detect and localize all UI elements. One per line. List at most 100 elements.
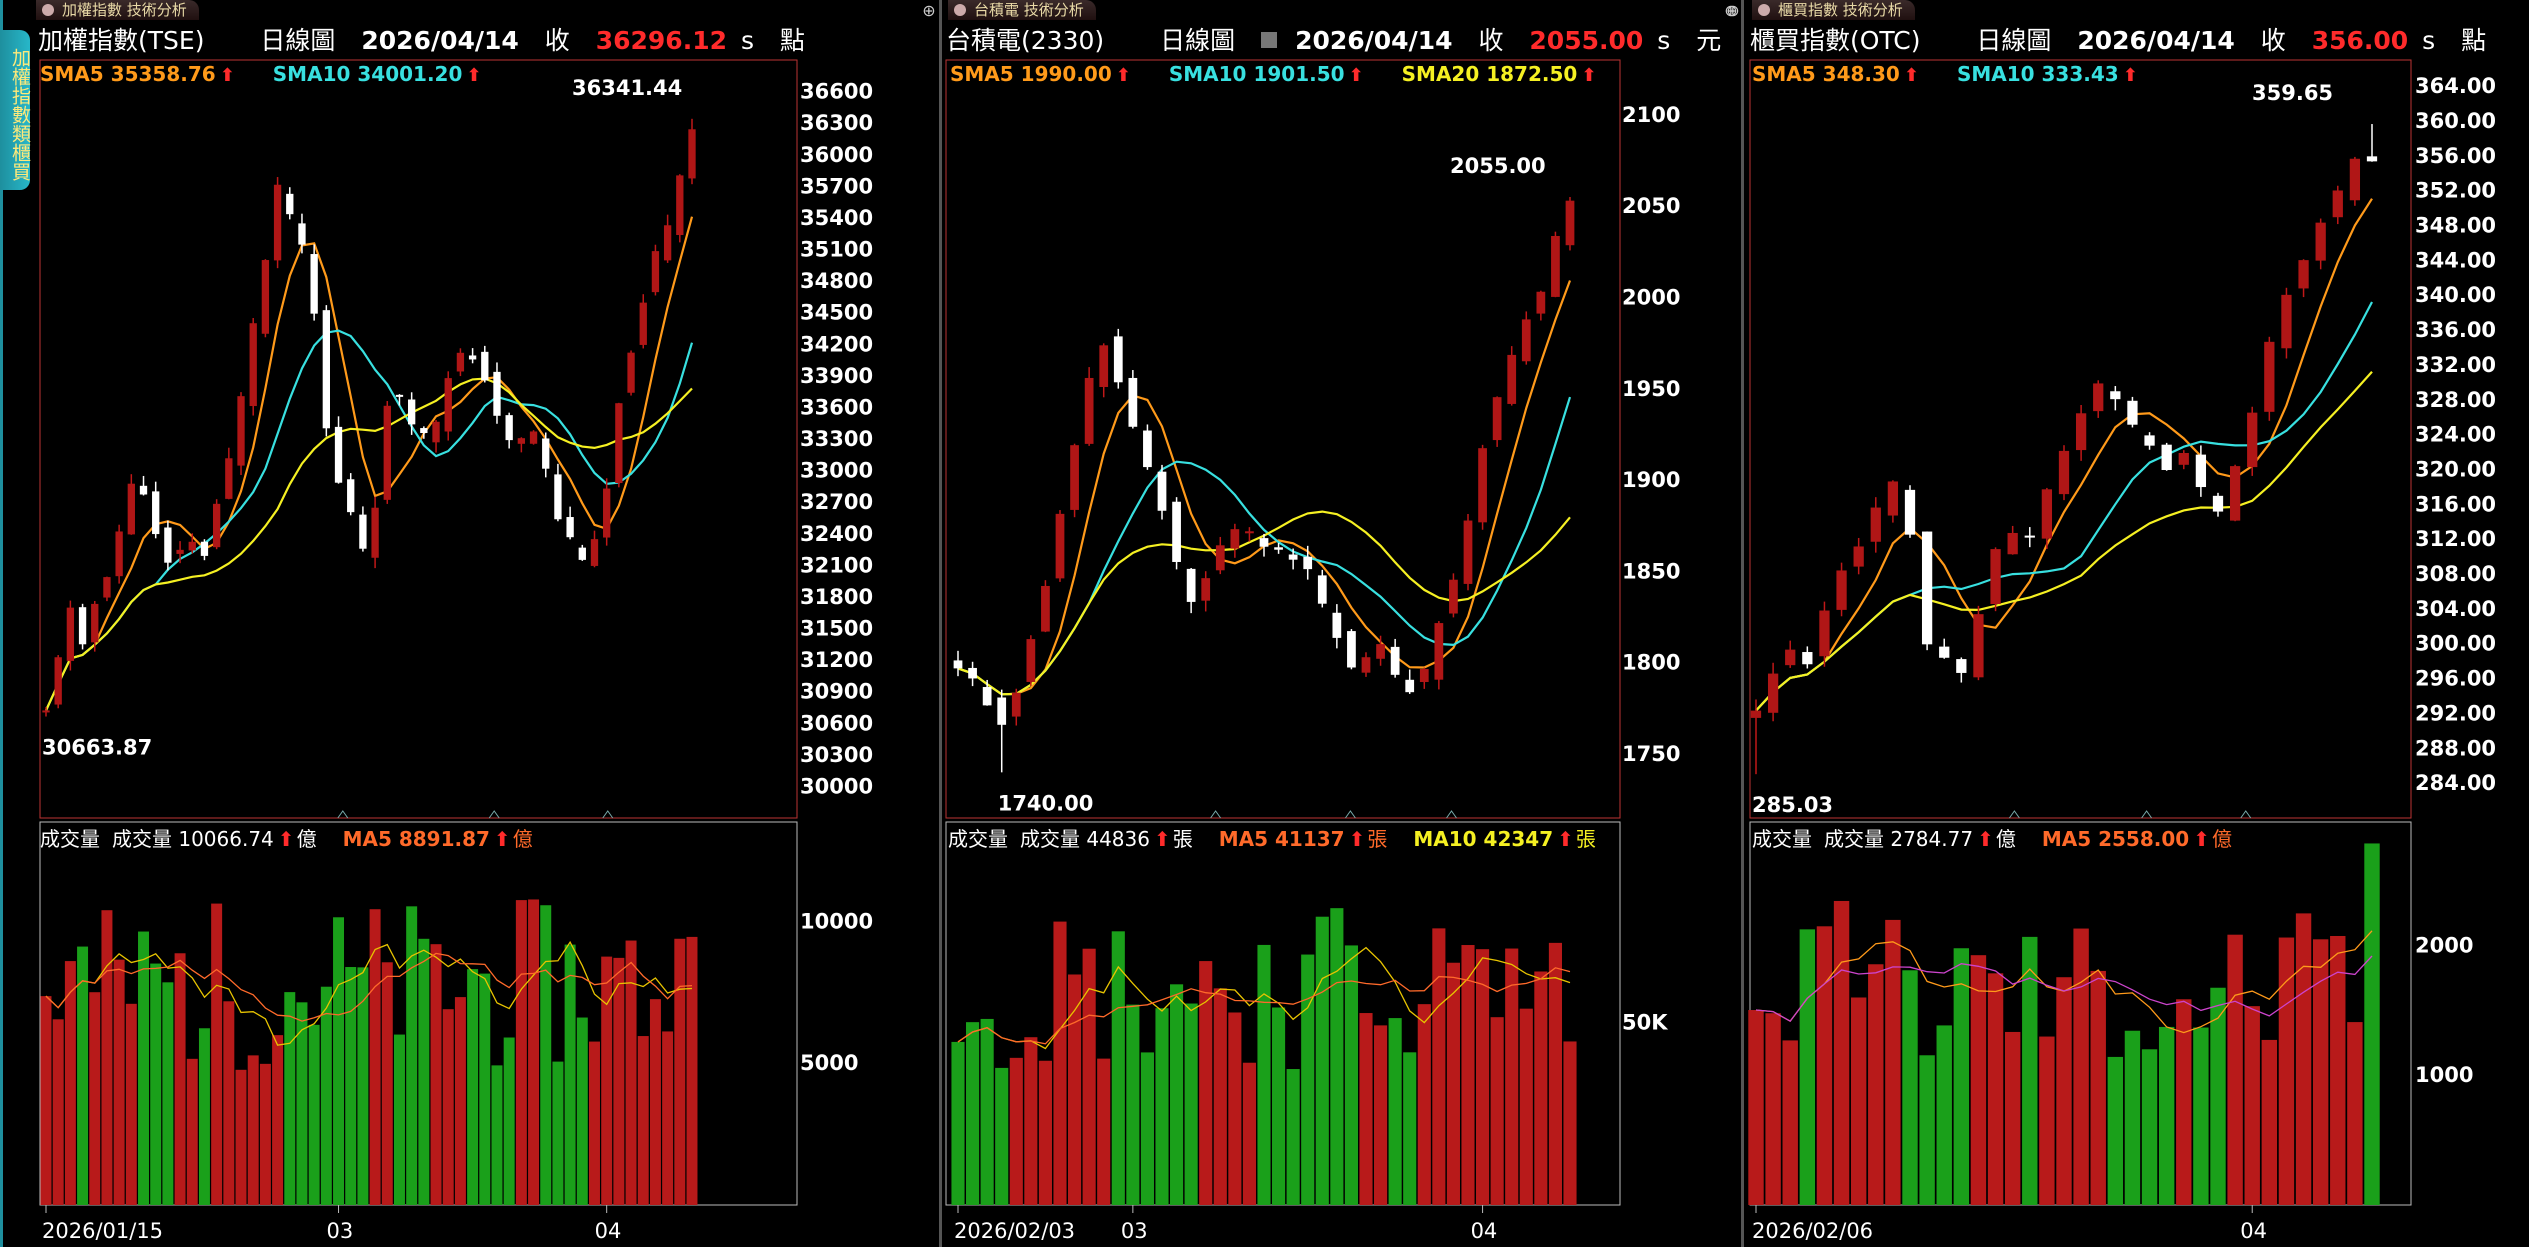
candle-body (200, 541, 209, 556)
period-label[interactable]: 日線圖 (1160, 26, 1236, 55)
y-tick-label: 284.00 (2415, 771, 2496, 795)
candle-body (127, 483, 135, 535)
volume-bar (1850, 997, 1867, 1205)
date-label: 2026/04/14 (2077, 26, 2235, 55)
volume-y-tick-label: 50K (1622, 1011, 1668, 1035)
marker-caret-icon (2008, 810, 2020, 819)
zoom-icon[interactable]: ⊕ (1724, 1, 1738, 20)
volume-bar (1199, 961, 1213, 1205)
volume-bar (1228, 1012, 1242, 1205)
candle-body (78, 607, 87, 645)
x-tick-label: 03 (1121, 1219, 1148, 1243)
volume-bar (2090, 970, 2106, 1205)
close-dot-icon[interactable] (1758, 4, 1770, 16)
volume-y-tick-label: 5000 (800, 1051, 858, 1075)
tab-label: 台積電 技術分析 (974, 1, 1084, 19)
chart-title-bar: 櫃買指數(OTC) 日線圖 2026/04/14 收 356.00 s 點 (1750, 22, 2504, 60)
volume-bar (2039, 1036, 2055, 1205)
ma-line-20 (1755, 371, 2373, 712)
volume-bar (1359, 1013, 1373, 1205)
checkbox[interactable] (1261, 32, 1278, 48)
panel-tab[interactable]: 櫃買指數 技術分析 (1752, 0, 1915, 20)
volume-bar (1902, 970, 1918, 1205)
volume-bar (528, 899, 540, 1205)
candle-body (953, 660, 963, 669)
date-label: 2026/04/14 (361, 26, 519, 55)
volume-bar (235, 1069, 247, 1205)
y-tick-label: 32400 (800, 522, 873, 546)
candle-body (627, 352, 635, 393)
candle-body (1274, 547, 1283, 550)
candle-body (1303, 556, 1313, 570)
side-tab[interactable]: 加權指數類櫃買 (0, 30, 31, 190)
panel-tab[interactable]: 台積電 技術分析 (948, 0, 1096, 20)
y-tick-label: 348.00 (2415, 214, 2496, 238)
marker-caret-icon (2240, 810, 2252, 819)
y-tick-label: 2050 (1622, 194, 1680, 218)
chart-svg[interactable]: 364.00 360.00 356.00 352.00 348.00 344.00 340.… (1748, 0, 2529, 1247)
volume-bar (1330, 908, 1344, 1205)
up-arrow-icon: ⬆ (1977, 827, 1994, 851)
candle-body (2144, 435, 2155, 446)
candle-body (2110, 391, 2121, 400)
candle-body (322, 310, 330, 429)
volume-bar (1534, 971, 1548, 1205)
y-tick-label: 34200 (800, 332, 873, 356)
candle-body (225, 458, 233, 499)
volume-bar (101, 910, 113, 1205)
y-tick-label: 33300 (800, 427, 873, 451)
y-tick-label: 32700 (800, 490, 873, 514)
panel-tab[interactable]: 加權指數 技術分析 (36, 0, 199, 20)
volume-bar (308, 1024, 320, 1205)
volume-bar (2312, 939, 2329, 1205)
candle-body (1099, 345, 1109, 387)
volume-value: 成交量 10066.74 (112, 827, 274, 851)
volume-bar (125, 1003, 137, 1205)
candle-body (1201, 578, 1211, 601)
candle-body (420, 428, 428, 433)
x-tick-label: 2026/02/06 (1752, 1219, 1873, 1243)
candle-body (2195, 454, 2207, 488)
zoom-icon[interactable]: ⊕ (1726, 1, 1740, 20)
volume-unit: 億 (296, 827, 317, 851)
low-annotation: 1740.00 (998, 791, 1094, 815)
sidebar-edge (0, 0, 3, 1247)
ma-line-10 (1755, 301, 2373, 712)
candle-body (310, 254, 318, 314)
volume-bar (2261, 1039, 2278, 1205)
zoom-icon[interactable]: ⊕ (922, 1, 936, 20)
candle-body (273, 184, 282, 261)
panel-divider[interactable] (1741, 0, 1744, 1247)
volume-ma-unit: 張 (1367, 827, 1388, 851)
candle-body (371, 507, 379, 558)
panel-divider[interactable] (939, 0, 942, 1247)
chart-svg[interactable]: 2100 2050 2000 1950 1900 1850 1800 1750 2026/02/… (944, 0, 1744, 1247)
instrument-name: 台積電(2330) (946, 26, 1105, 55)
period-label[interactable]: 日線圖 (260, 26, 336, 55)
candle-body (468, 355, 477, 360)
period-label[interactable]: 日線圖 (1976, 26, 2052, 55)
y-tick-label: 340.00 (2415, 283, 2496, 307)
ma-legend-item: SMA20 1872.50 ⬆ (1401, 62, 1597, 86)
volume-bar (1286, 1069, 1300, 1205)
candle-body (115, 531, 123, 577)
volume-bar (503, 1037, 515, 1205)
y-tick-label: 33600 (800, 395, 873, 419)
volume-unit: 億 (1995, 827, 2016, 851)
volume-bar (662, 1031, 674, 1205)
volume-bar (1782, 1040, 1798, 1205)
candle-body (982, 687, 992, 706)
close-label: 收 (2260, 26, 2286, 55)
volume-bar (1170, 984, 1184, 1205)
candle-body (1802, 652, 1813, 665)
candle-body (1478, 448, 1487, 523)
close-dot-icon[interactable] (954, 4, 966, 16)
chart-panel-otc: 櫃買指數 技術分析 ⊕ 櫃買指數(OTC) 日線圖 2026/04/14 收 3… (1726, 0, 2529, 1247)
close-dot-icon[interactable] (42, 4, 54, 16)
chart-svg[interactable]: 36600 36300 36000 35700 35400 35100 34800 34500… (32, 0, 942, 1247)
y-tick-label: 31500 (800, 617, 873, 641)
candle-body (1551, 235, 1560, 297)
candle-body (2075, 413, 2087, 451)
volume-bar (491, 1065, 503, 1205)
y-tick-label: 30600 (800, 711, 873, 735)
